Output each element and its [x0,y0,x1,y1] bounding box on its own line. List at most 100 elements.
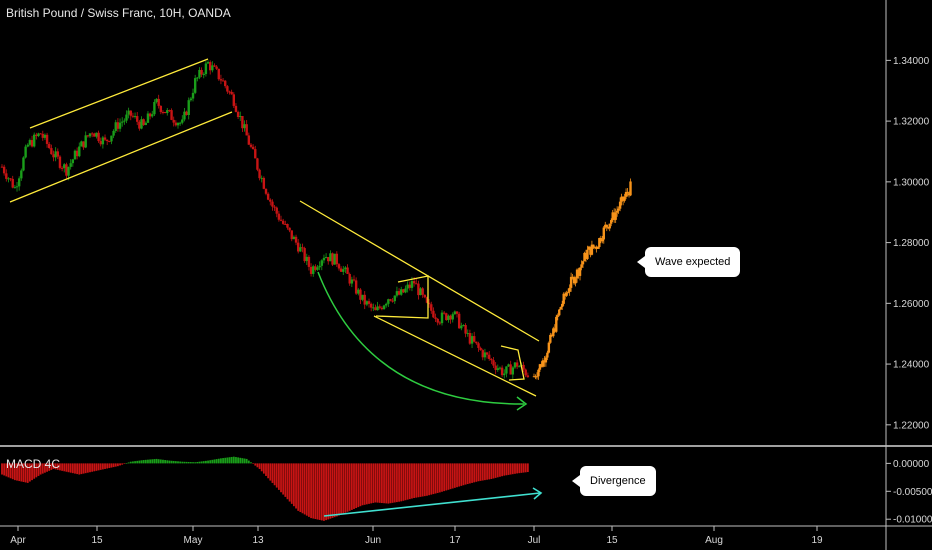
candle-body [578,267,582,276]
macd-bar [243,458,246,464]
macd-bar [453,463,456,488]
candle-body [593,246,597,248]
macd-bar [104,463,106,469]
candle-body [372,307,375,309]
macd-bar [237,457,239,464]
candle-body [129,110,132,116]
macd-bar [344,463,347,513]
candle-body [538,364,542,370]
candle-body [382,305,386,310]
macd-bar [408,463,411,500]
macd-bar [183,461,186,464]
y-tick-label: 1.32000 [893,117,930,128]
candle-body [228,91,231,93]
candle-body [378,306,381,308]
candle-body [314,266,317,270]
candle-body [262,177,266,189]
candle-body [226,86,229,92]
candle-body [541,360,545,367]
candle-body [136,116,139,122]
candle-body [155,98,158,102]
macd-bar [363,463,366,505]
macd-bar [430,463,433,495]
candle-body [185,111,188,116]
candle-body [559,306,562,310]
macd-bar [153,459,156,464]
macd-bar [217,458,220,464]
macd-axis[interactable]: 0.00000 -0.00500 -0.01000 [886,459,932,526]
macd-bar [275,463,278,488]
projection-candles [532,178,632,380]
macd-bar [415,463,418,498]
channel-upper [29,58,209,129]
macd-bar [172,460,175,464]
macd-bar [250,462,252,464]
time-axis[interactable]: Apr 15 May 13 Jun 17 Jul 15 Aug 19 [0,525,932,546]
macd-bar [149,459,151,464]
candle-body [464,325,467,334]
candle-body [419,288,422,296]
candle-body [5,173,8,179]
macd-bar [187,461,190,464]
candle-body [498,367,502,369]
macd-bar [5,463,8,477]
drawing-annotations [9,58,540,411]
candle-body [239,116,242,118]
candle-body [52,154,55,158]
candle-body [2,166,6,174]
candle-body [472,336,476,342]
candle-body [30,140,34,147]
chart-title: British Pound / Swiss Franc, 10H, OANDA [6,6,231,20]
macd-bar [13,463,16,481]
candle-body [423,294,427,298]
macd-bar [359,463,362,507]
candle-body [133,116,137,118]
macd-bar [411,463,413,499]
candle-body [301,247,304,249]
candle-body [108,141,111,143]
macd-bar [138,460,141,464]
macd-bar [406,463,409,500]
candle-body [596,247,600,249]
macd-bar [170,460,173,464]
candle-body [65,164,68,176]
macd-bar [499,463,501,477]
candle-body [601,239,604,242]
candle-body [123,120,126,122]
macd-bar [164,460,167,464]
candle-body [481,350,484,358]
candle-body [500,367,504,376]
candle-body [333,253,336,265]
candle-body [367,301,371,304]
candle-body [477,343,480,348]
macd-bar [357,463,360,508]
macd-bar [174,461,177,464]
candle-body [595,246,598,249]
macd-bar [211,459,214,464]
candle-body [279,219,283,221]
macd-bar [1,463,3,475]
candle-body [357,289,360,294]
macd-bar [82,463,85,474]
macd-bar [361,463,364,506]
macd-bar [168,460,171,464]
macd-bar [46,463,48,472]
macd-bar [44,463,46,473]
callout-divergence: Divergence [572,466,656,496]
candle-body [417,283,420,296]
macd-bar [456,463,458,488]
candle-body [118,122,122,129]
macd-bar [269,463,272,481]
candle-body [260,177,263,179]
macd-bar [119,463,121,466]
candle-body [425,297,429,303]
macd-bar [486,463,488,480]
macd-bar [215,459,218,464]
candle-body [624,191,628,197]
macd-bar [434,463,437,494]
candle-body [251,146,255,150]
price-axis[interactable]: 1.34000 1.32000 1.30000 1.28000 1.26000 1.240… [886,56,930,431]
macd-bar [511,463,514,475]
macd-bar [432,463,435,495]
